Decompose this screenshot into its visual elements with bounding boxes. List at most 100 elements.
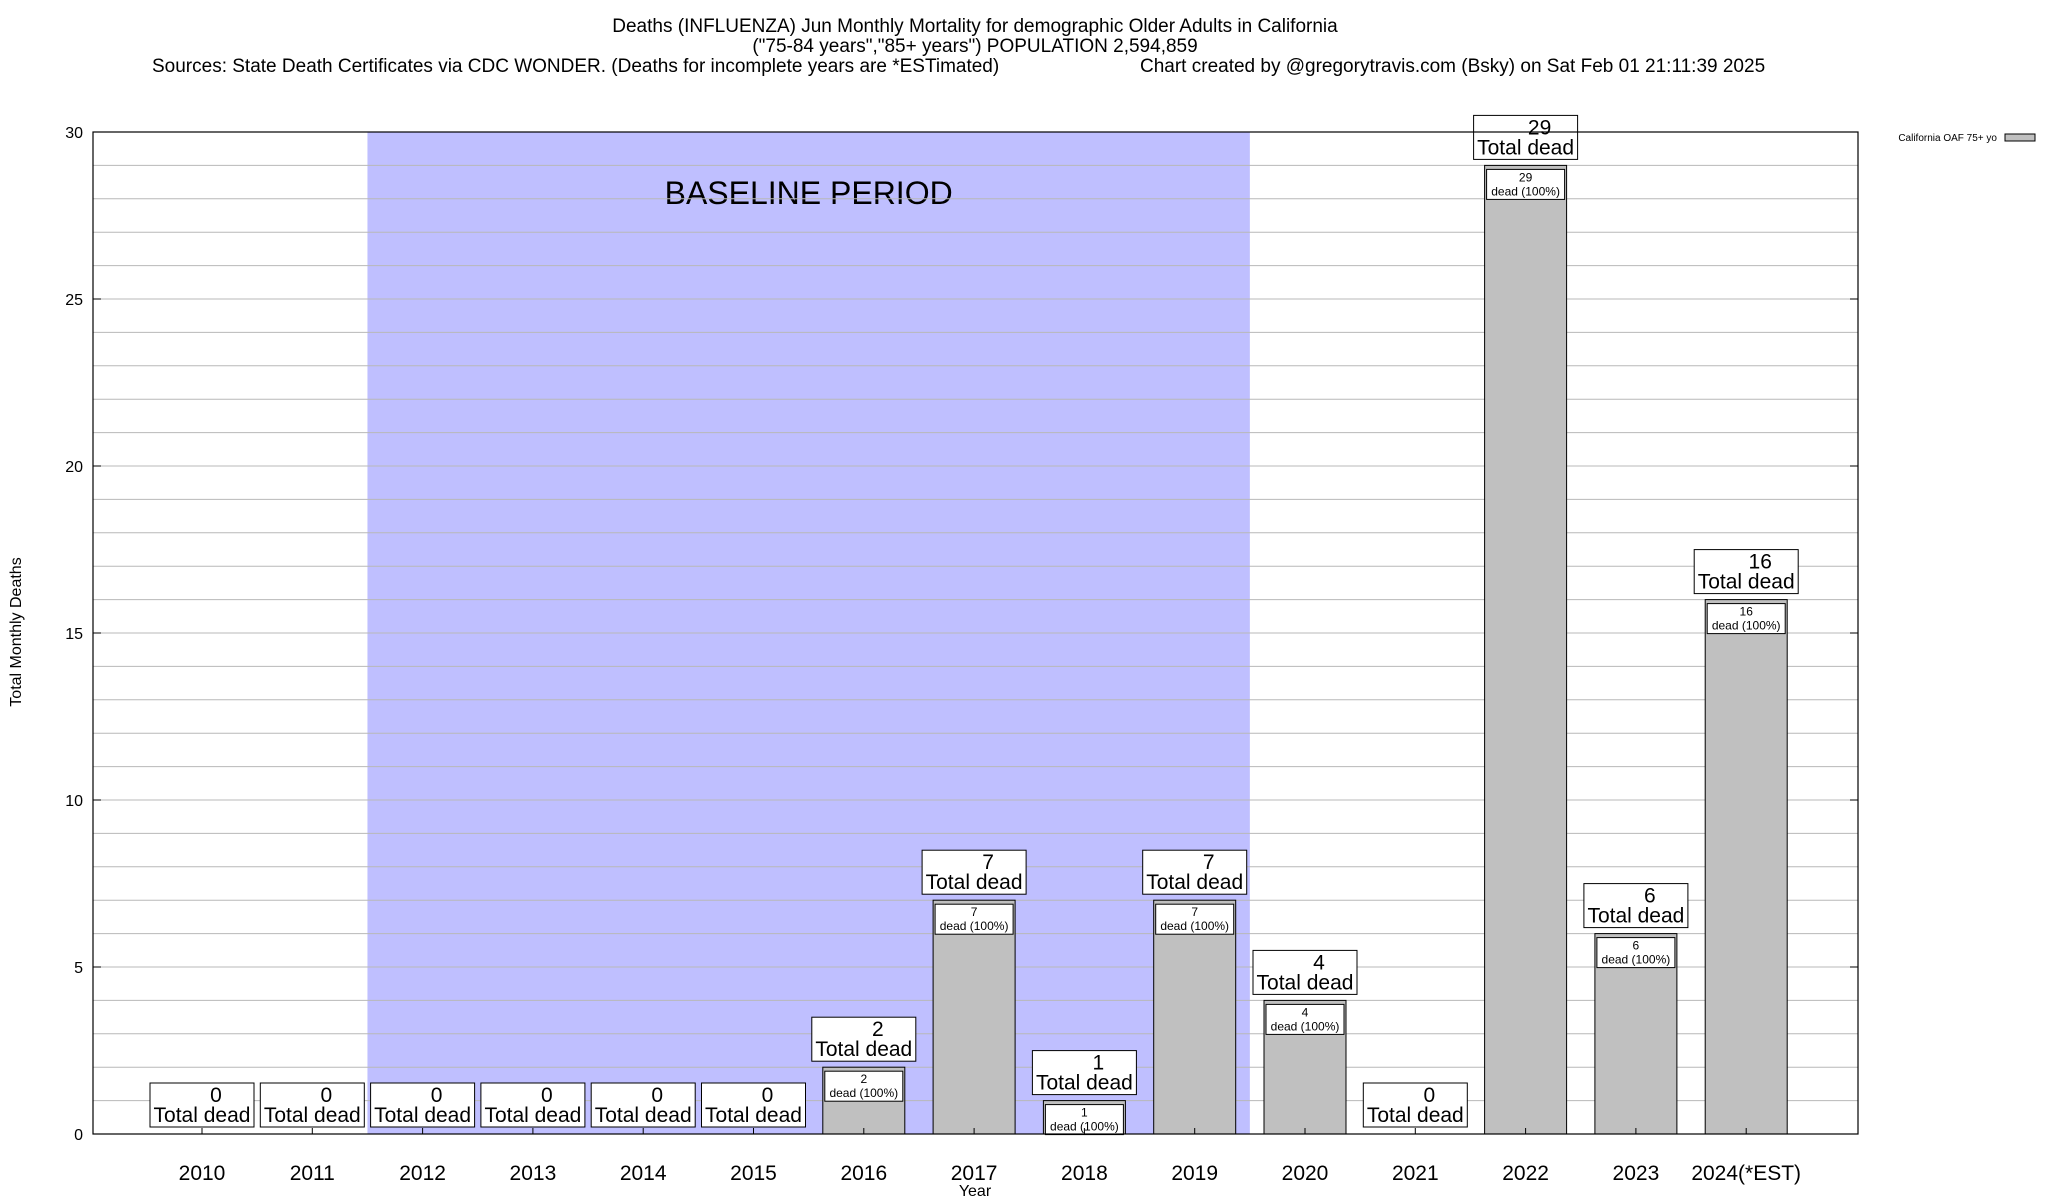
bar-total-label: Total dead	[1587, 905, 1684, 928]
bar-inner-value: 7	[971, 905, 978, 919]
x-tick-label: 2023	[1613, 1162, 1660, 1185]
bar-total-label-box	[701, 1082, 806, 1128]
y-tick-label: 20	[65, 459, 83, 476]
bar-total-label: Total dead	[484, 1104, 581, 1127]
bar-inner-label: dead (100%)	[1491, 184, 1560, 198]
bar-total-value: 29	[1528, 116, 1551, 139]
bar-total-value: 0	[762, 1084, 774, 1107]
bar-total-value: 7	[982, 851, 994, 874]
bar	[1484, 164, 1568, 1135]
bar-total-label-box	[1583, 883, 1689, 929]
bar-total-label-box	[811, 1016, 917, 1062]
x-tick-label: 2022	[1502, 1162, 1549, 1185]
bar-total-label: Total dead	[815, 1038, 912, 1061]
bar-total-value: 6	[1644, 885, 1656, 908]
bar-inner-label-box	[1265, 1003, 1345, 1035]
bar-total-value: 0	[320, 1084, 332, 1107]
x-tick-label: 2013	[510, 1162, 557, 1185]
bar-total-label: Total dead	[374, 1104, 471, 1127]
y-tick-label: 15	[65, 626, 83, 643]
x-tick-label: 2024(*EST)	[1691, 1162, 1801, 1185]
legend-swatch	[2004, 133, 2036, 142]
y-tick-label: 30	[65, 125, 83, 142]
bar-total-value: 0	[431, 1084, 443, 1107]
x-tick-label: 2018	[1061, 1162, 1108, 1185]
bar-inner-label: dead (100%)	[1712, 619, 1781, 633]
chart-title-line-2: ("75-84 years","85+ years") POPULATION 2…	[752, 36, 1197, 57]
bar-total-value: 0	[210, 1084, 222, 1107]
bar	[932, 899, 1016, 1135]
chart-credit: Chart created by @gregorytravis.com (Bsk…	[1140, 56, 1765, 77]
bar-total-value: 1	[1093, 1052, 1105, 1075]
bar-total-label: Total dead	[154, 1104, 251, 1127]
bar-inner-label: dead (100%)	[940, 919, 1009, 933]
bar-inner-label-box	[934, 903, 1014, 935]
bar-total-label-box	[259, 1082, 365, 1128]
bar-inner-value: 29	[1519, 170, 1533, 184]
y-tick-label: 5	[74, 960, 83, 977]
bar-total-label-box	[1252, 949, 1358, 995]
x-tick-label: 2019	[1171, 1162, 1218, 1185]
bar-inner-label: dead (100%)	[829, 1086, 898, 1100]
bar-total-label-box	[370, 1082, 476, 1128]
x-tick-label: 2011	[290, 1162, 335, 1185]
bar-total-value: 0	[1423, 1084, 1435, 1107]
y-axis-label: Total Monthly Deaths	[8, 557, 25, 706]
chart-title-line-1: Deaths (INFLUENZA) Jun Monthly Mortality…	[612, 16, 1338, 37]
x-tick-label: 2017	[951, 1162, 998, 1185]
bar-total-label: Total dead	[1036, 1072, 1133, 1095]
y-tick-label: 0	[74, 1127, 83, 1144]
bar-total-label: Total dead	[595, 1104, 692, 1127]
bar-inner-label: dead (100%)	[1602, 953, 1671, 967]
x-tick-label: 2015	[730, 1162, 777, 1185]
chart-sources: Sources: State Death Certificates via CD…	[152, 56, 999, 77]
bar-total-label-box	[480, 1082, 586, 1128]
chart-header: Deaths (INFLUENZA) Jun Monthly Mortality…	[152, 16, 1765, 77]
bar-inner-value: 2	[860, 1072, 867, 1086]
bar-inner-label-box	[1706, 603, 1786, 635]
bar-inner-label-box	[1486, 168, 1566, 200]
x-tick-label: 2010	[179, 1162, 226, 1185]
bar-total-value: 16	[1749, 551, 1772, 574]
bar-total-label: Total dead	[1146, 871, 1243, 894]
y-tick-label: 10	[65, 793, 83, 810]
bar-total-value: 0	[651, 1084, 663, 1107]
bar-total-label: Total dead	[264, 1104, 361, 1127]
bar-total-label-box	[1142, 849, 1248, 895]
bar-total-label: Total dead	[1477, 136, 1574, 159]
plot-frame	[92, 131, 1859, 1135]
x-tick-label: 2014	[620, 1162, 667, 1185]
x-tick-label: 2021	[1392, 1162, 1439, 1185]
bar-inner-label-box	[1596, 937, 1676, 969]
bar-inner-value: 16	[1740, 605, 1754, 619]
bar-total-label-box	[149, 1082, 255, 1128]
x-tick-label: 2016	[840, 1162, 887, 1185]
bar-total-label-box	[1362, 1082, 1468, 1128]
bar-total-value: 4	[1313, 951, 1325, 974]
bar-inner-label: dead (100%)	[1271, 1019, 1340, 1033]
x-tick-label: 2020	[1282, 1162, 1329, 1185]
bar-total-label-box	[1693, 549, 1799, 595]
x-tick-label: 2012	[399, 1162, 446, 1185]
bar-inner-label: dead (100%)	[1160, 919, 1229, 933]
bar-total-value: 7	[1203, 851, 1215, 874]
bar	[1704, 599, 1788, 1135]
bar-total-label: Total dead	[1257, 971, 1354, 994]
bar-total-label: Total dead	[705, 1104, 802, 1127]
bar-total-value: 0	[541, 1084, 553, 1107]
bar-inner-value: 7	[1191, 905, 1198, 919]
bar-inner-label: dead (100%)	[1050, 1120, 1119, 1134]
bar-total-label: Total dead	[926, 871, 1023, 894]
bar-inner-label-box	[1155, 903, 1235, 935]
bar-total-value: 2	[872, 1018, 884, 1041]
x-axis-label: Year	[959, 1183, 992, 1200]
y-tick-label: 25	[65, 292, 83, 309]
legend-label: California OAF 75+ yo	[1898, 133, 1997, 144]
bar-inner-value: 1	[1081, 1106, 1088, 1120]
bar	[1153, 899, 1237, 1135]
bar-total-label: Total dead	[1367, 1104, 1464, 1127]
bar-total-label-box	[1473, 114, 1579, 160]
bar-inner-value: 4	[1302, 1005, 1309, 1019]
